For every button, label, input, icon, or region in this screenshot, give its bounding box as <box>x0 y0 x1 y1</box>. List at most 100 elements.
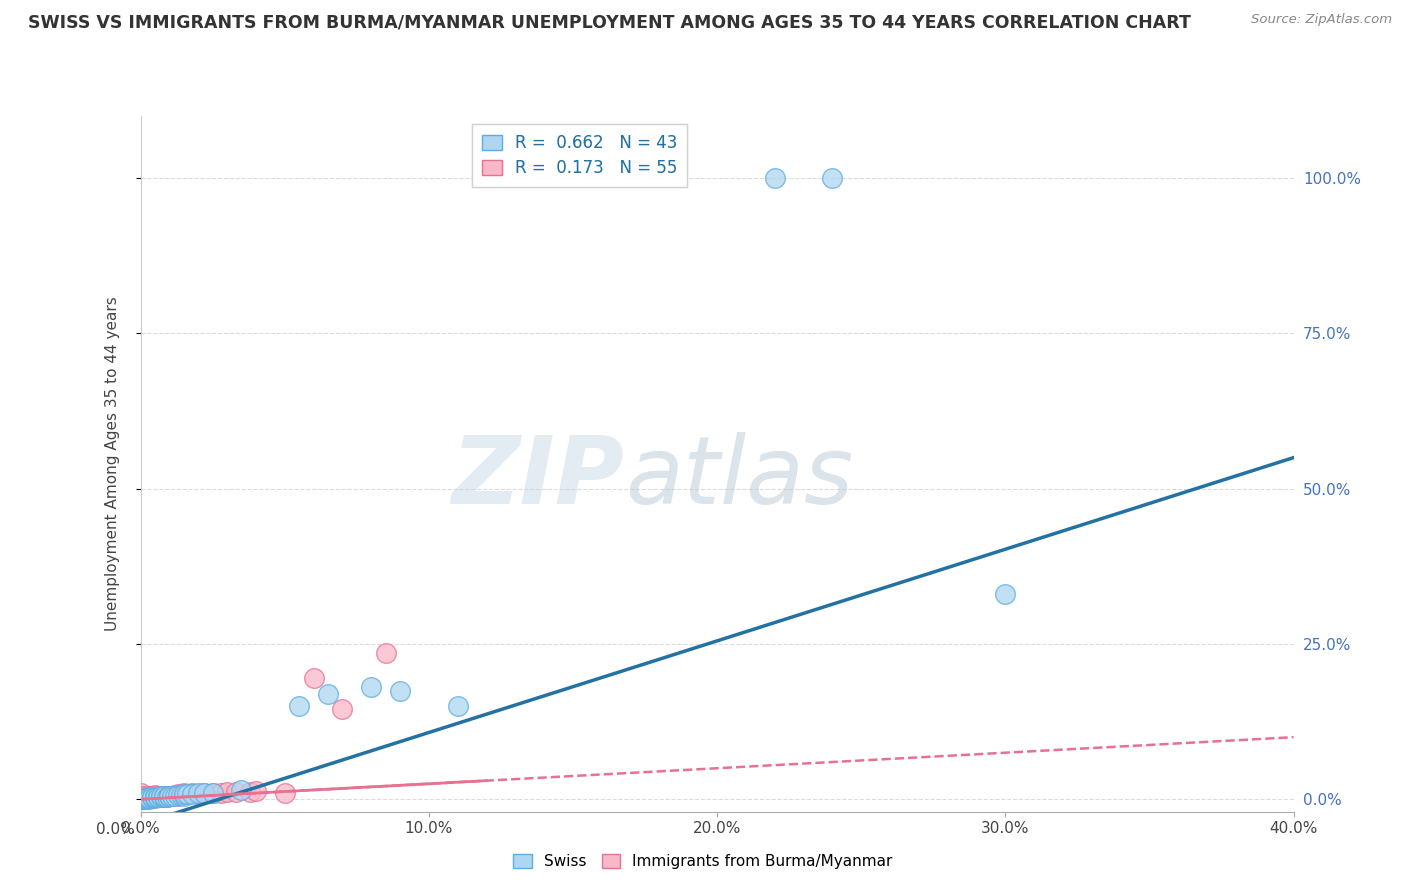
Point <box>143 790 166 805</box>
Point <box>239 785 262 799</box>
Point <box>176 788 198 801</box>
Point <box>129 792 152 806</box>
Point <box>167 789 190 803</box>
Point <box>447 699 470 714</box>
Point <box>165 789 187 803</box>
Point <box>155 789 177 804</box>
Point <box>316 687 339 701</box>
Point <box>149 790 172 805</box>
Point <box>176 788 198 801</box>
Point <box>149 789 172 804</box>
Text: SWISS VS IMMIGRANTS FROM BURMA/MYANMAR UNEMPLOYMENT AMONG AGES 35 TO 44 YEARS CO: SWISS VS IMMIGRANTS FROM BURMA/MYANMAR U… <box>28 13 1191 31</box>
Point <box>129 786 152 800</box>
Point <box>129 792 152 806</box>
Point <box>288 699 311 714</box>
Point <box>129 792 152 806</box>
Point <box>146 790 169 805</box>
Text: ZIP: ZIP <box>451 432 624 524</box>
Point <box>159 789 180 803</box>
Point <box>146 790 169 805</box>
Point <box>132 791 155 805</box>
Point <box>129 792 152 806</box>
Point <box>167 788 190 801</box>
Point <box>129 789 152 804</box>
Point <box>132 792 155 806</box>
Point <box>146 789 169 804</box>
Point <box>143 788 166 802</box>
Legend: Swiss, Immigrants from Burma/Myanmar: Swiss, Immigrants from Burma/Myanmar <box>508 848 898 875</box>
Point <box>159 789 180 803</box>
Point <box>152 789 174 803</box>
Point <box>274 786 297 800</box>
Point <box>143 791 166 805</box>
Point <box>159 789 180 804</box>
Point <box>135 789 157 804</box>
Point <box>138 791 160 805</box>
Point <box>332 702 354 716</box>
Point <box>132 789 155 804</box>
Point <box>360 681 382 695</box>
Point <box>143 790 166 805</box>
Point <box>141 790 163 805</box>
Point <box>129 792 152 806</box>
Point <box>143 789 166 804</box>
Point <box>149 789 172 804</box>
Point <box>193 786 215 800</box>
Point <box>193 786 215 800</box>
Y-axis label: Unemployment Among Ages 35 to 44 years: Unemployment Among Ages 35 to 44 years <box>105 296 120 632</box>
Point <box>187 786 209 800</box>
Point <box>135 792 157 806</box>
Point <box>173 789 195 803</box>
Point <box>170 788 193 802</box>
Point <box>374 646 396 660</box>
Point <box>162 789 184 803</box>
Legend: R =  0.662   N = 43, R =  0.173   N = 55: R = 0.662 N = 43, R = 0.173 N = 55 <box>472 124 688 187</box>
Point <box>173 788 195 801</box>
Point <box>143 789 166 804</box>
Point <box>152 790 174 805</box>
Point <box>141 789 163 804</box>
Point <box>173 786 195 800</box>
Point <box>821 171 844 186</box>
Point <box>138 790 160 805</box>
Point <box>135 791 157 805</box>
Point <box>152 789 174 804</box>
Point <box>162 789 184 804</box>
Point <box>146 789 169 803</box>
Point <box>155 789 177 804</box>
Text: Source: ZipAtlas.com: Source: ZipAtlas.com <box>1251 13 1392 27</box>
Point <box>141 790 163 805</box>
Text: atlas: atlas <box>624 433 853 524</box>
Text: 0.0%: 0.0% <box>96 822 135 838</box>
Point <box>138 789 160 804</box>
Point <box>170 788 193 802</box>
Point <box>129 792 152 806</box>
Point <box>129 792 152 806</box>
Point <box>135 791 157 805</box>
Point <box>138 791 160 805</box>
Point <box>146 789 169 804</box>
Point <box>141 791 163 805</box>
Point <box>141 791 163 805</box>
Point <box>135 792 157 806</box>
Point <box>138 791 160 805</box>
Point <box>231 783 253 797</box>
Point <box>132 792 155 806</box>
Point <box>173 788 195 801</box>
Point <box>143 789 166 804</box>
Point <box>994 587 1017 601</box>
Point <box>159 789 180 804</box>
Point <box>155 789 177 803</box>
Point <box>245 784 267 798</box>
Point <box>187 787 209 801</box>
Point <box>181 786 204 800</box>
Point <box>763 171 786 186</box>
Point <box>165 788 187 802</box>
Point <box>217 785 239 799</box>
Point <box>225 785 247 799</box>
Point <box>388 683 411 698</box>
Point <box>132 792 155 806</box>
Point <box>201 786 224 800</box>
Point <box>149 789 172 804</box>
Point <box>152 789 174 804</box>
